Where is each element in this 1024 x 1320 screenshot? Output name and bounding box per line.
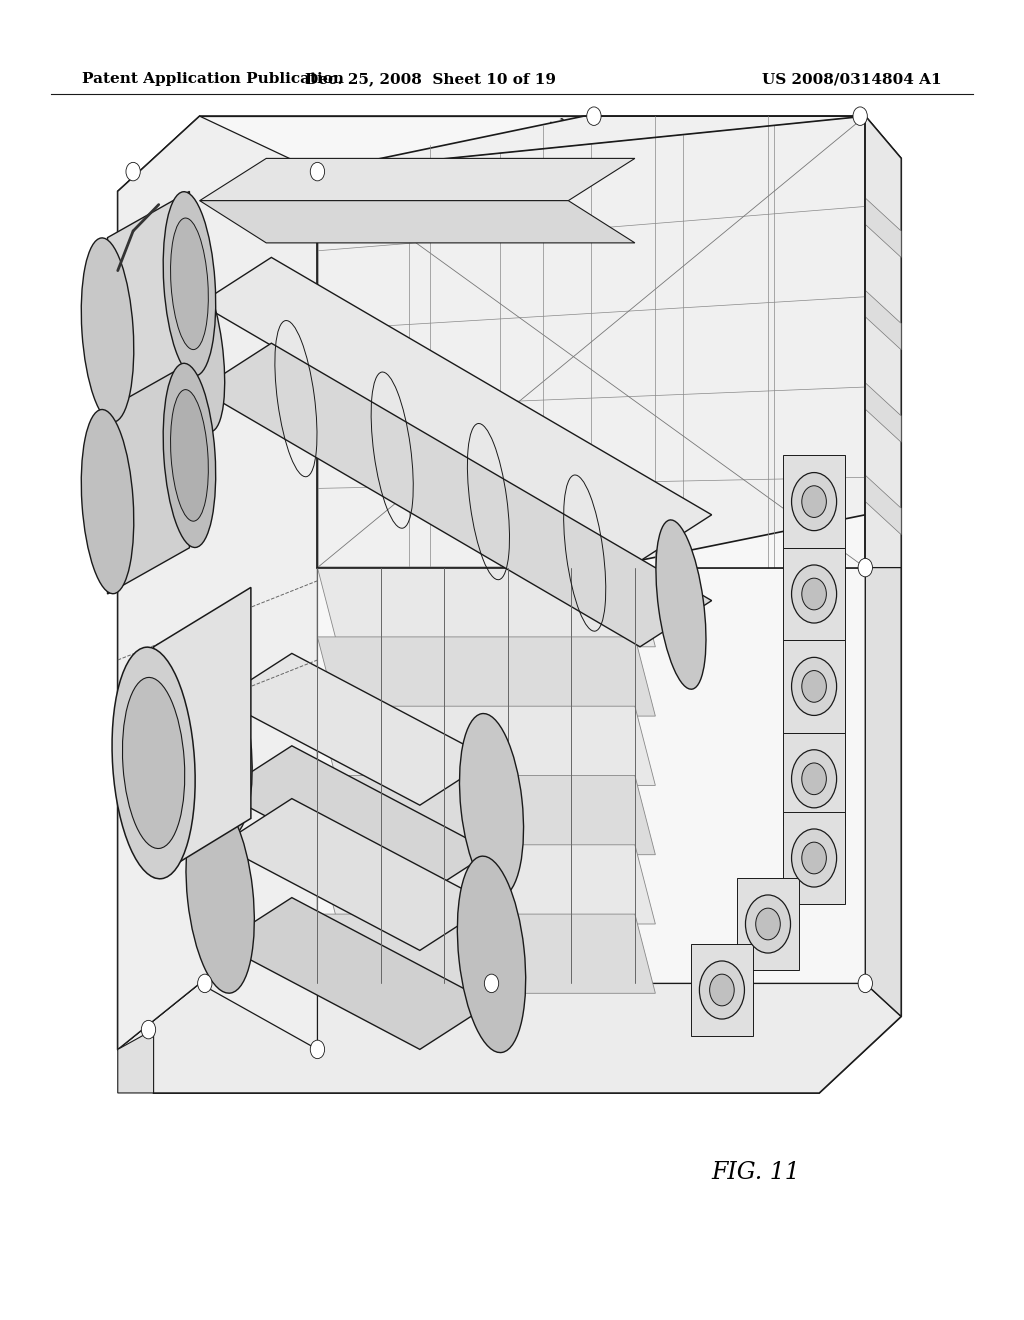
Ellipse shape [175,263,224,432]
Polygon shape [783,455,845,548]
Ellipse shape [163,191,216,376]
Polygon shape [783,548,845,640]
Ellipse shape [123,677,184,849]
Polygon shape [317,636,655,715]
Polygon shape [200,158,635,201]
Ellipse shape [745,895,791,953]
Ellipse shape [126,162,140,181]
Ellipse shape [656,520,706,689]
Ellipse shape [802,578,826,610]
Text: FIG. 11: FIG. 11 [712,1160,801,1184]
Ellipse shape [802,671,826,702]
Polygon shape [154,587,251,878]
Polygon shape [118,1030,154,1093]
Polygon shape [865,116,901,1016]
Ellipse shape [587,107,601,125]
Ellipse shape [141,1020,156,1039]
Polygon shape [737,878,799,970]
Polygon shape [200,257,712,561]
Text: Dec. 25, 2008  Sheet 10 of 19: Dec. 25, 2008 Sheet 10 of 19 [304,73,556,86]
Polygon shape [118,116,200,1049]
Polygon shape [691,944,753,1036]
Polygon shape [317,568,655,647]
Polygon shape [220,898,492,1049]
Polygon shape [220,746,492,898]
Ellipse shape [81,409,134,594]
Ellipse shape [458,857,525,1052]
Ellipse shape [792,829,837,887]
Polygon shape [865,475,901,535]
Ellipse shape [186,797,254,993]
Polygon shape [118,116,317,1049]
Ellipse shape [858,558,872,577]
Ellipse shape [792,657,837,715]
Polygon shape [108,363,189,594]
Ellipse shape [802,763,826,795]
Polygon shape [108,191,189,422]
Polygon shape [865,290,901,350]
Ellipse shape [756,908,780,940]
Ellipse shape [310,162,325,181]
Polygon shape [865,116,901,568]
Polygon shape [865,198,901,257]
Ellipse shape [310,1040,325,1059]
Ellipse shape [171,389,208,521]
Ellipse shape [112,647,196,879]
Polygon shape [200,201,635,243]
Ellipse shape [858,974,872,993]
Polygon shape [317,116,865,568]
Polygon shape [220,799,492,950]
Polygon shape [220,653,492,805]
Polygon shape [783,733,845,825]
Ellipse shape [802,842,826,874]
Polygon shape [783,812,845,904]
Polygon shape [317,913,655,993]
Ellipse shape [163,363,216,548]
Ellipse shape [853,107,867,125]
Ellipse shape [484,974,499,993]
Polygon shape [317,776,655,855]
Text: Patent Application Publication: Patent Application Publication [82,73,344,86]
Text: US 2008/0314804 A1: US 2008/0314804 A1 [763,73,942,86]
Polygon shape [118,983,901,1093]
Polygon shape [118,116,901,1093]
Text: 21: 21 [725,209,750,235]
Text: 212: 212 [738,401,767,438]
Polygon shape [317,706,655,785]
Ellipse shape [792,565,837,623]
Ellipse shape [792,473,837,531]
Ellipse shape [802,486,826,517]
Text: 212: 212 [544,117,572,154]
Ellipse shape [710,974,734,1006]
Text: 10: 10 [106,238,129,256]
Polygon shape [783,640,845,733]
Ellipse shape [699,961,744,1019]
Ellipse shape [460,714,523,896]
Ellipse shape [198,974,212,993]
Polygon shape [200,343,712,647]
Ellipse shape [171,218,208,350]
Polygon shape [865,383,901,442]
Ellipse shape [188,655,252,837]
Polygon shape [317,845,655,924]
Ellipse shape [792,750,837,808]
Ellipse shape [81,238,134,422]
